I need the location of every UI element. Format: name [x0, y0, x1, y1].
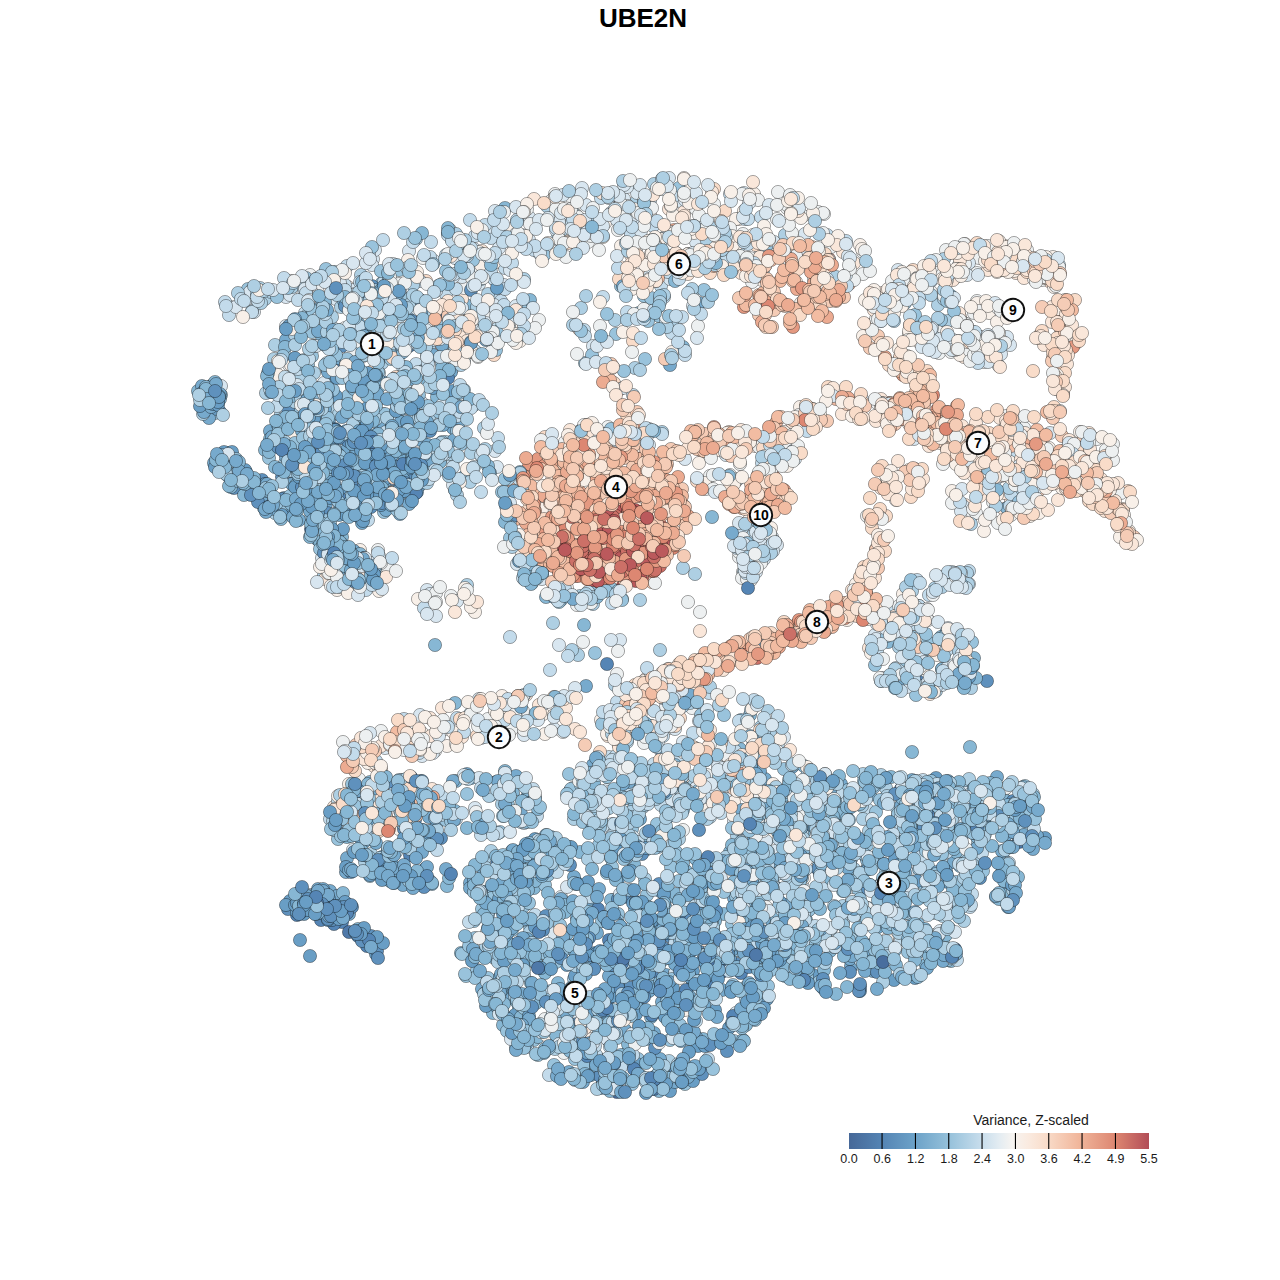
svg-text:1.8: 1.8: [940, 1152, 957, 1166]
svg-text:3.0: 3.0: [1007, 1152, 1024, 1166]
svg-text:9: 9: [1009, 302, 1017, 318]
svg-text:5: 5: [571, 985, 579, 1001]
svg-text:10: 10: [753, 507, 769, 523]
svg-text:0.6: 0.6: [874, 1152, 891, 1166]
svg-text:3.6: 3.6: [1040, 1152, 1057, 1166]
svg-text:4.9: 4.9: [1107, 1152, 1124, 1166]
svg-text:8: 8: [813, 614, 821, 630]
svg-text:6: 6: [675, 256, 683, 272]
svg-text:0.0: 0.0: [840, 1152, 857, 1166]
svg-text:Variance, Z-scaled: Variance, Z-scaled: [973, 1112, 1089, 1128]
svg-text:7: 7: [974, 435, 982, 451]
svg-text:2.4: 2.4: [974, 1152, 991, 1166]
svg-text:3: 3: [885, 875, 893, 891]
svg-text:4: 4: [612, 479, 620, 495]
svg-text:1: 1: [368, 336, 376, 352]
svg-text:5.5: 5.5: [1140, 1152, 1157, 1166]
svg-text:4.2: 4.2: [1074, 1152, 1091, 1166]
svg-text:UBE2N: UBE2N: [599, 3, 687, 33]
svg-text:2: 2: [495, 729, 503, 745]
svg-text:1.2: 1.2: [907, 1152, 924, 1166]
